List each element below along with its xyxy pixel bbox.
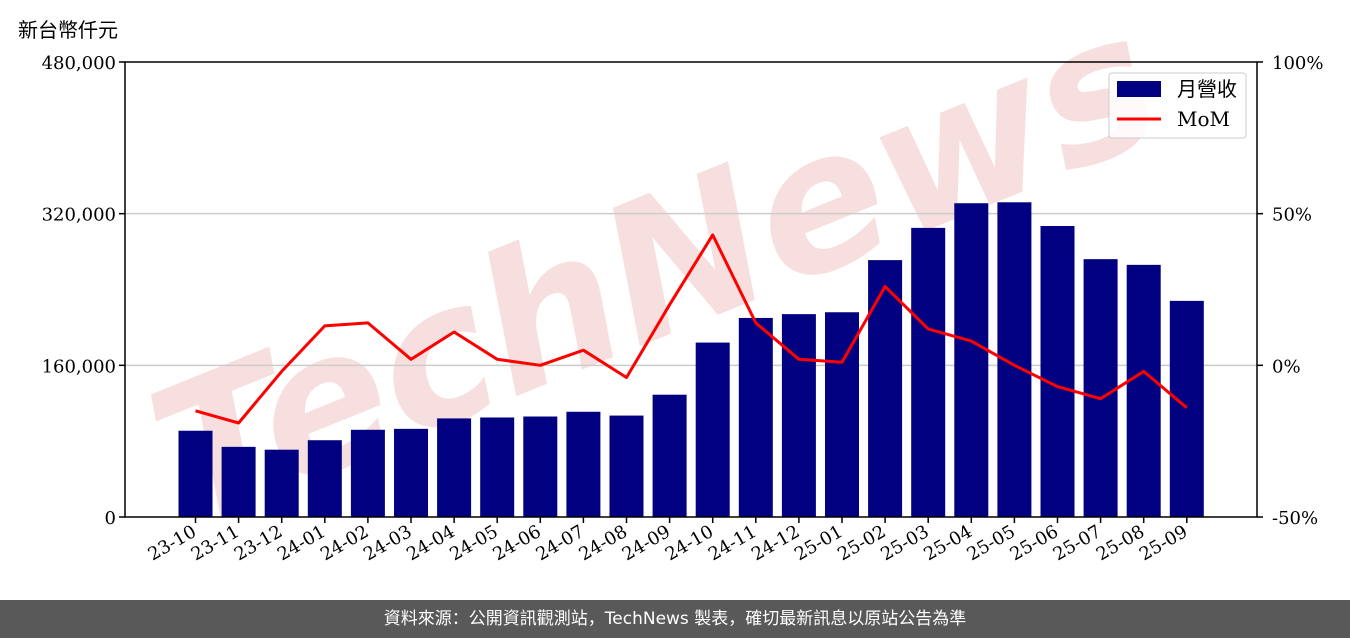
bar bbox=[350, 429, 385, 517]
line-series bbox=[195, 233, 1188, 425]
x-tick-label: 24-09 bbox=[619, 521, 674, 565]
y-left-tick-label: 320,000 bbox=[42, 205, 116, 226]
bar bbox=[221, 446, 256, 517]
bar bbox=[264, 449, 299, 517]
x-tick-label: 24-08 bbox=[576, 521, 631, 565]
bar bbox=[781, 314, 816, 517]
x-tick-label: 24-07 bbox=[532, 521, 587, 565]
bar bbox=[609, 415, 644, 517]
bar bbox=[437, 418, 472, 517]
y-left-tick-label: 160,000 bbox=[42, 356, 116, 377]
x-tick-label: 23-10 bbox=[145, 521, 200, 565]
x-tick-label: 24-03 bbox=[360, 521, 415, 565]
revenue-chart: TechNews 0160,000320,000480,000-50%0%50%… bbox=[42, 0, 1324, 570]
bar bbox=[1169, 300, 1204, 517]
bar bbox=[523, 416, 558, 517]
bar bbox=[695, 342, 730, 517]
bar bbox=[738, 317, 773, 517]
bar-series bbox=[178, 202, 1204, 518]
x-tick-label: 24-11 bbox=[705, 521, 760, 565]
x-tick-label: 24-05 bbox=[446, 521, 501, 565]
x-tick-label: 25-04 bbox=[920, 521, 975, 565]
x-tick-label: 24-10 bbox=[662, 521, 717, 565]
bar bbox=[652, 394, 687, 517]
x-tick-label: 25-01 bbox=[791, 521, 846, 565]
x-tick-label: 24-12 bbox=[748, 521, 803, 565]
bar bbox=[868, 260, 903, 517]
source-footer: 資料來源：公開資訊觀測站，TechNews 製表，確切最新訊息以原站公告為準 bbox=[0, 600, 1350, 638]
legend: 月營收 MoM bbox=[1108, 72, 1247, 139]
x-tick-label: 24-02 bbox=[317, 521, 372, 565]
x-tick-label: 25-08 bbox=[1093, 521, 1148, 565]
y-axis-unit-label: 新台幣仟元 bbox=[18, 18, 118, 42]
y-right-tick-label: 100% bbox=[1272, 53, 1323, 74]
bar bbox=[954, 203, 989, 518]
mom-line bbox=[195, 233, 1188, 425]
legend-label-revenue: 月營收 bbox=[1177, 77, 1237, 101]
bar bbox=[1126, 264, 1161, 517]
plot-frame bbox=[124, 61, 1258, 518]
x-tick-label: 24-06 bbox=[489, 521, 544, 565]
bar bbox=[480, 417, 515, 517]
bar bbox=[1040, 225, 1075, 518]
y-right-tick-label: 0% bbox=[1272, 356, 1301, 377]
y-right-tick-label: -50% bbox=[1272, 508, 1318, 529]
x-tick-label: 25-07 bbox=[1050, 521, 1105, 565]
y-left-tick-label: 0 bbox=[105, 508, 116, 529]
legend-swatch-bar bbox=[1117, 81, 1161, 97]
x-tick-label: 25-06 bbox=[1007, 521, 1062, 565]
bar bbox=[825, 312, 859, 517]
x-tick-label: 25-09 bbox=[1136, 521, 1191, 565]
bar bbox=[1083, 259, 1118, 517]
bar bbox=[307, 440, 342, 517]
y-left-tick-label: 480,000 bbox=[42, 53, 116, 74]
bar bbox=[178, 430, 213, 517]
bar bbox=[566, 411, 601, 517]
bar bbox=[911, 227, 946, 517]
y-right-tick-label: 50% bbox=[1272, 205, 1312, 226]
x-tick-label: 24-04 bbox=[403, 521, 458, 565]
legend-label-mom: MoM bbox=[1177, 107, 1230, 131]
x-tick-label: 25-05 bbox=[963, 521, 1018, 565]
bar bbox=[394, 428, 428, 517]
x-tick-label: 25-03 bbox=[877, 521, 932, 565]
x-tick-label: 25-02 bbox=[834, 521, 889, 565]
